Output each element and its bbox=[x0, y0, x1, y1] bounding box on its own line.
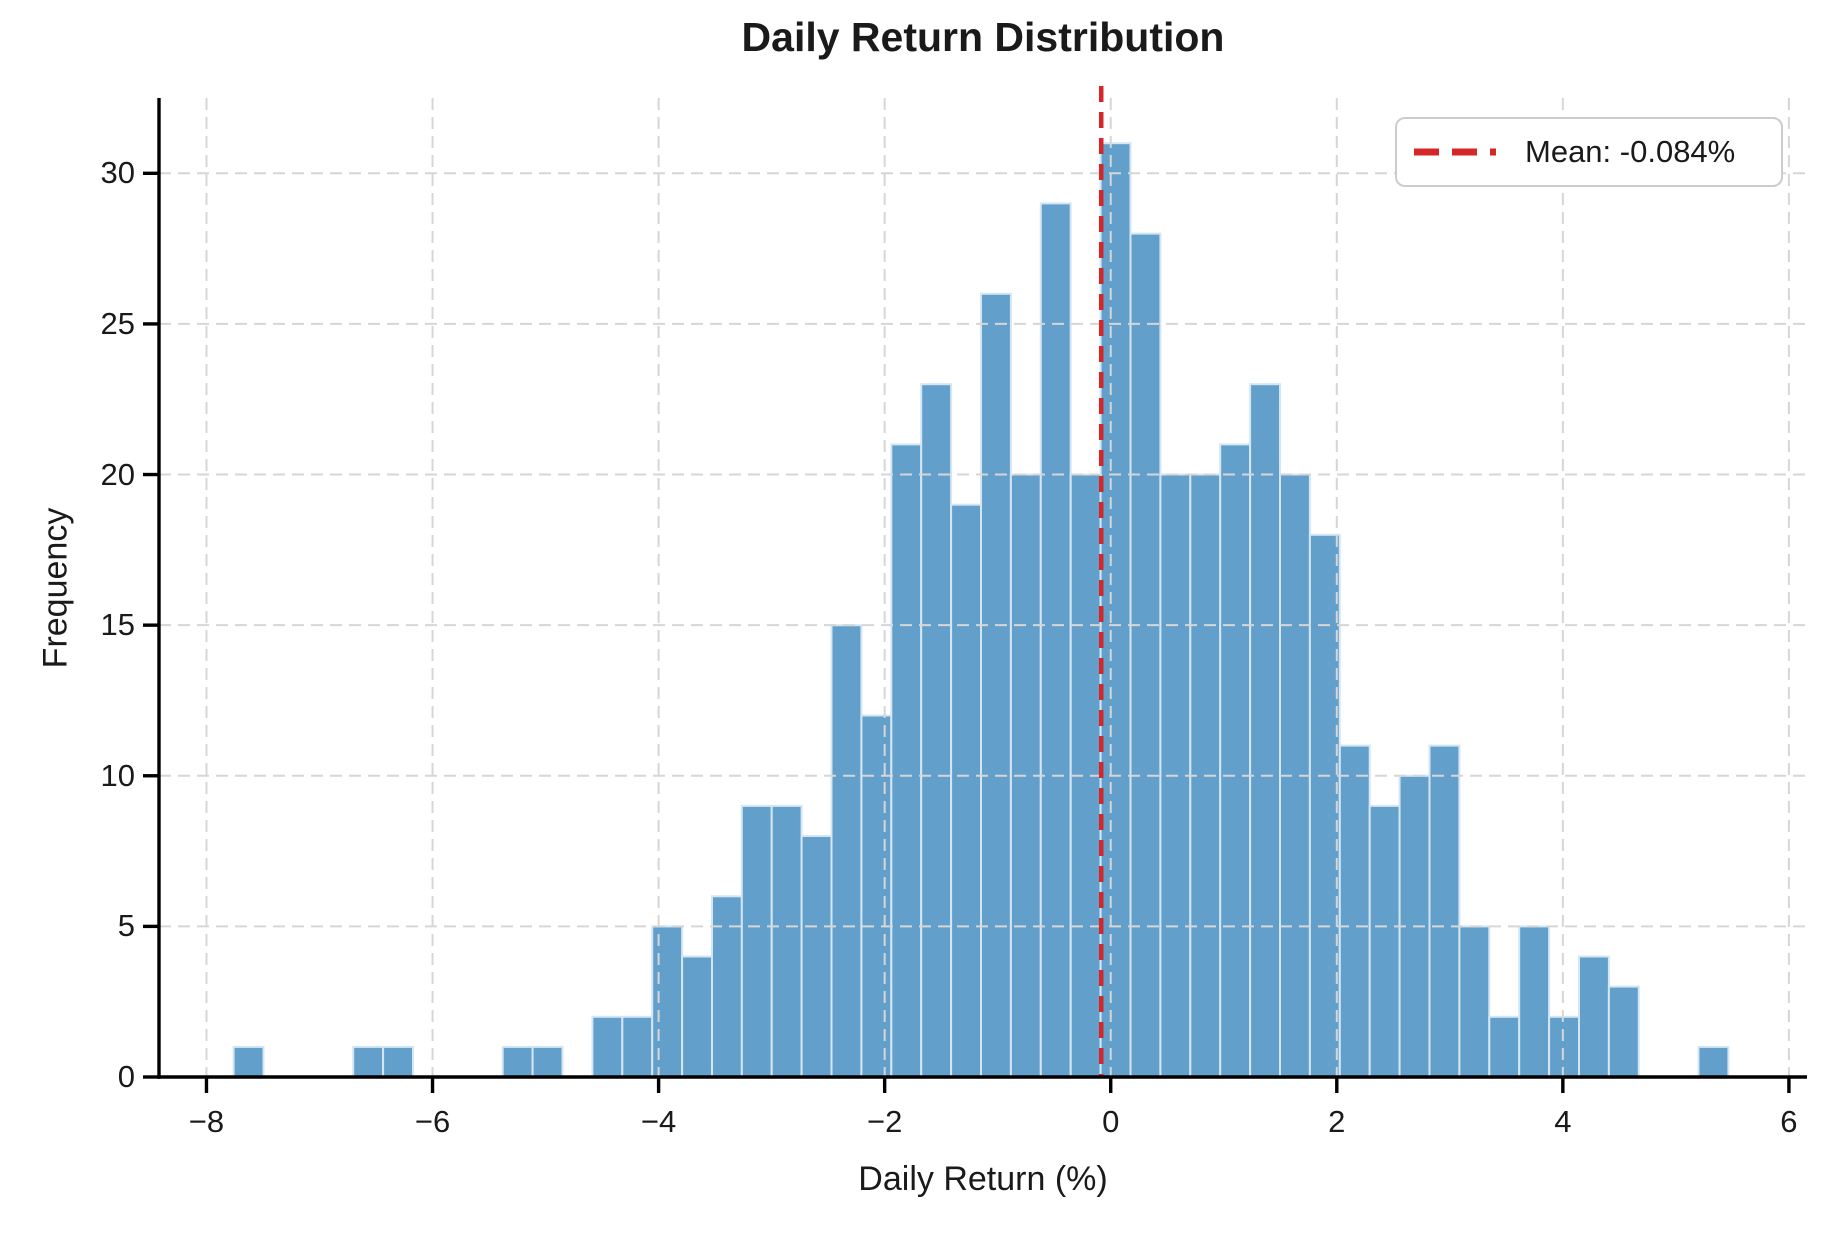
x-tick-label: −2 bbox=[866, 1104, 903, 1139]
histogram-bar bbox=[1129, 232, 1162, 1079]
y-tick-label: 30 bbox=[100, 155, 135, 191]
x-tick-label: −6 bbox=[414, 1104, 451, 1139]
histogram-bar bbox=[1099, 142, 1132, 1078]
histogram-bar bbox=[621, 1015, 654, 1078]
histogram-bar bbox=[1308, 533, 1341, 1078]
x-tick-label: −4 bbox=[640, 1104, 677, 1139]
histogram-bar bbox=[980, 292, 1012, 1078]
histogram-bar bbox=[501, 1045, 534, 1079]
histogram-bar bbox=[740, 804, 773, 1079]
histogram-bar bbox=[1578, 955, 1610, 1078]
histogram-bar bbox=[382, 1045, 415, 1079]
histogram-bar bbox=[711, 895, 743, 1078]
histogram-bar bbox=[1249, 383, 1281, 1078]
gridlines bbox=[159, 98, 1807, 1078]
histogram-bar bbox=[352, 1045, 385, 1079]
histogram-bar bbox=[920, 383, 953, 1078]
histogram-bar bbox=[1607, 985, 1640, 1078]
histogram-bar bbox=[800, 835, 833, 1078]
histogram-bars bbox=[232, 142, 1730, 1079]
histogram-bar bbox=[1518, 925, 1551, 1079]
x-tick-label: 4 bbox=[1554, 1104, 1572, 1139]
histogram-bar bbox=[1488, 1015, 1521, 1078]
chart-title: Daily Return Distribution bbox=[741, 14, 1225, 60]
y-tick-label: 25 bbox=[100, 305, 135, 341]
axes bbox=[143, 98, 1807, 1093]
histogram-bar bbox=[591, 1015, 624, 1078]
histogram-bar bbox=[830, 624, 863, 1078]
mean-line-sample-icon bbox=[1414, 148, 1496, 156]
histogram-bar bbox=[1039, 202, 1072, 1078]
legend: Mean: -0.084% bbox=[1395, 117, 1783, 187]
x-tick-label: −8 bbox=[188, 1104, 225, 1139]
histogram-bar bbox=[860, 714, 893, 1078]
x-axis-label: Daily Return (%) bbox=[858, 1160, 1108, 1198]
x-tick-label: 0 bbox=[1102, 1104, 1120, 1139]
y-tick-label: 5 bbox=[117, 908, 135, 944]
y-tick-label: 10 bbox=[100, 757, 135, 793]
legend-label: Mean: -0.084% bbox=[1525, 134, 1736, 169]
histogram-bar bbox=[1219, 443, 1252, 1078]
y-axis-label: Frequency bbox=[36, 507, 75, 669]
histogram-bar bbox=[1368, 804, 1401, 1079]
y-tick-label: 15 bbox=[100, 607, 135, 643]
y-tick-label: 0 bbox=[117, 1059, 135, 1094]
histogram-bar bbox=[1338, 744, 1371, 1078]
x-tick-label: 2 bbox=[1328, 1104, 1346, 1139]
histogram-bar bbox=[1697, 1045, 1730, 1079]
histogram-bar bbox=[950, 503, 982, 1078]
histogram-bar bbox=[1458, 925, 1491, 1079]
histogram-bar bbox=[890, 443, 923, 1078]
histogram-bar bbox=[651, 925, 684, 1079]
histogram-bar bbox=[770, 804, 803, 1079]
y-tick-label: 20 bbox=[100, 456, 135, 492]
histogram-bar bbox=[531, 1045, 564, 1079]
histogram-bar bbox=[681, 955, 713, 1078]
histogram-bar bbox=[232, 1045, 265, 1079]
histogram-bar bbox=[1548, 1015, 1580, 1078]
x-tick-label: 6 bbox=[1780, 1104, 1798, 1139]
histogram-bar bbox=[1428, 744, 1461, 1078]
